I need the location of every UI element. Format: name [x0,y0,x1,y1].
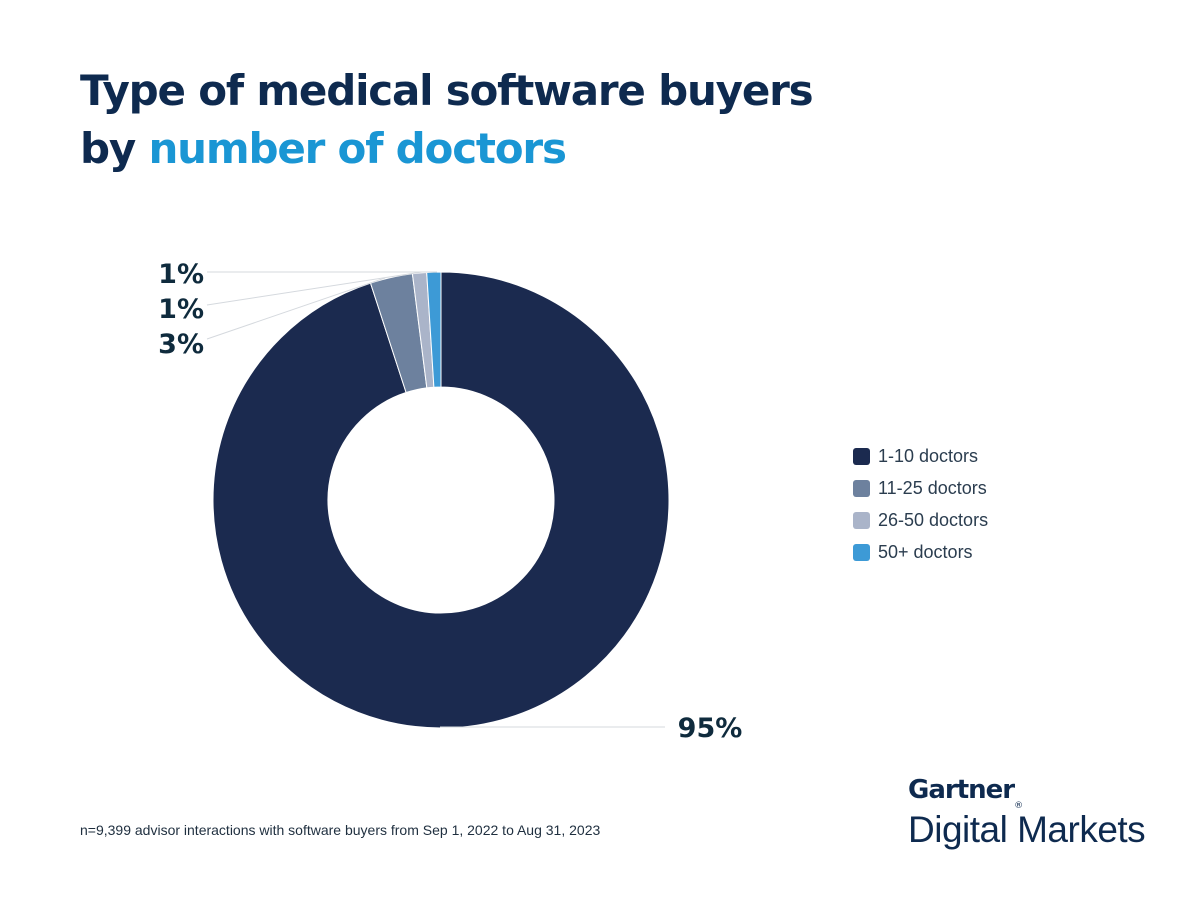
chart-title: Type of medical software buyers by numbe… [80,62,814,178]
legend-label: 1-10 doctors [878,445,979,466]
logo-product: Digital Markets [908,809,1146,850]
slice-label: 1% [158,294,204,325]
legend-swatch [853,511,870,529]
title-accent: number of doctors [148,124,566,173]
legend-item: 1-10 doctors [853,440,988,472]
footnote: n=9,399 advisor interactions with softwa… [80,822,601,838]
slice-1-10-doctors [212,271,670,729]
logo-brand: Gartner® [908,772,1145,811]
legend-label: 26-50 doctors [878,509,989,530]
title-line-1: Type of medical software buyers [80,66,814,115]
title-prefix: by [80,124,136,173]
slice-labels: 95% 3% 1% 1% [158,259,742,744]
leader-line [206,277,386,340]
logo-brand-text: Gartner [908,775,1015,805]
gartner-digital-markets-logo: Gartner® Digital Markets [908,772,1146,852]
slice-label: 1% [158,259,204,290]
chart-legend: 1-10 doctors 11-25 doctors 26-50 doctors 50… [853,440,988,568]
registered-mark: ® [1014,801,1023,811]
legend-label: 11-25 doctors [878,477,987,498]
legend-label: 50+ doctors [878,541,973,562]
slice-label: 95% [678,713,743,744]
legend-swatch [853,447,870,465]
leader-line [206,271,423,306]
legend-item: 26-50 doctors [853,504,988,536]
slice-label: 3% [158,329,204,360]
legend-swatch [853,479,870,497]
legend-item: 11-25 doctors [853,472,988,504]
label-leader-lines [206,271,665,728]
legend-swatch [853,543,870,561]
legend-item: 50+ doctors [853,536,988,568]
donut-slices [212,271,670,729]
